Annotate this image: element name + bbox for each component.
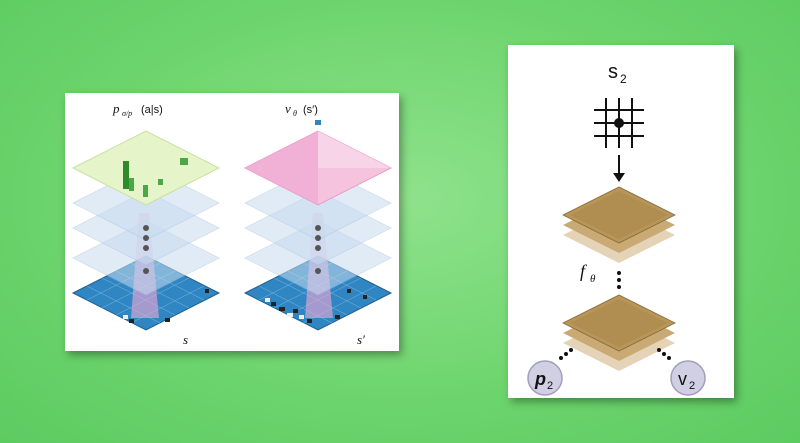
dual-network-panel: s 2 f θ (508, 45, 734, 398)
stone-icon (614, 118, 624, 128)
ellipsis-dot (143, 245, 149, 251)
policy-label-p: p (112, 101, 120, 116)
stone-black (129, 319, 134, 323)
policy-network-stack: s (71, 130, 221, 347)
value-output-node (670, 360, 706, 396)
ellipsis-dot (315, 268, 321, 274)
value-label-sub: θ (293, 109, 297, 118)
board-stones (265, 289, 367, 323)
policy-value-networks-panel: p σ/p (a|s) ν θ (s′) (65, 93, 399, 351)
network-label-sub: θ (590, 273, 596, 285)
policy-bar (123, 161, 129, 189)
state-prime-label: s′ (357, 332, 365, 347)
value-output-node (315, 120, 321, 125)
policy-output-plane (71, 130, 221, 206)
policy-label-arg: (a|s) (141, 104, 163, 116)
policy-bar (129, 178, 134, 191)
network-label-f: f (580, 261, 588, 281)
ellipsis-dot (315, 245, 321, 251)
state-label-s: s (183, 332, 188, 347)
ellipsis-dot (315, 225, 321, 231)
left-diagram: p σ/p (a|s) ν θ (s′) (71, 101, 393, 347)
policy-bar (158, 179, 163, 185)
ellipsis-dot (315, 235, 321, 241)
value-output-sub: 2 (689, 380, 695, 392)
value-output-label: v (678, 369, 687, 389)
stone-white (123, 315, 128, 319)
value-label-nu: ν (285, 101, 291, 116)
value-plane-facet (245, 131, 318, 205)
network-stack-bottom (562, 294, 676, 371)
value-network-stack: s′ (243, 120, 393, 347)
policy-bar (143, 185, 148, 197)
ellipsis-dot (143, 268, 149, 274)
policy-output-node (527, 360, 563, 396)
network-stack-top (562, 186, 676, 263)
ellipsis-dot (143, 225, 149, 231)
stone-black (205, 289, 209, 293)
stone-black (165, 318, 170, 322)
value-label-arg: (s′) (303, 104, 318, 116)
connector-dots-left (559, 348, 573, 360)
policy-output-sub: 2 (547, 380, 553, 392)
arrow-head-icon (613, 173, 625, 182)
policy-bar (180, 158, 188, 165)
ellipsis-dots (617, 271, 621, 289)
policy-output-label: p (534, 369, 546, 389)
state-label-s2: s (608, 61, 618, 83)
connector-dots-right (657, 348, 671, 360)
policy-label-sub: σ/p (122, 109, 132, 118)
ellipsis-dot (143, 235, 149, 241)
state-label-s2-sub: 2 (620, 72, 627, 86)
value-plane-facet (318, 131, 391, 168)
right-diagram: s 2 f θ (527, 61, 706, 396)
